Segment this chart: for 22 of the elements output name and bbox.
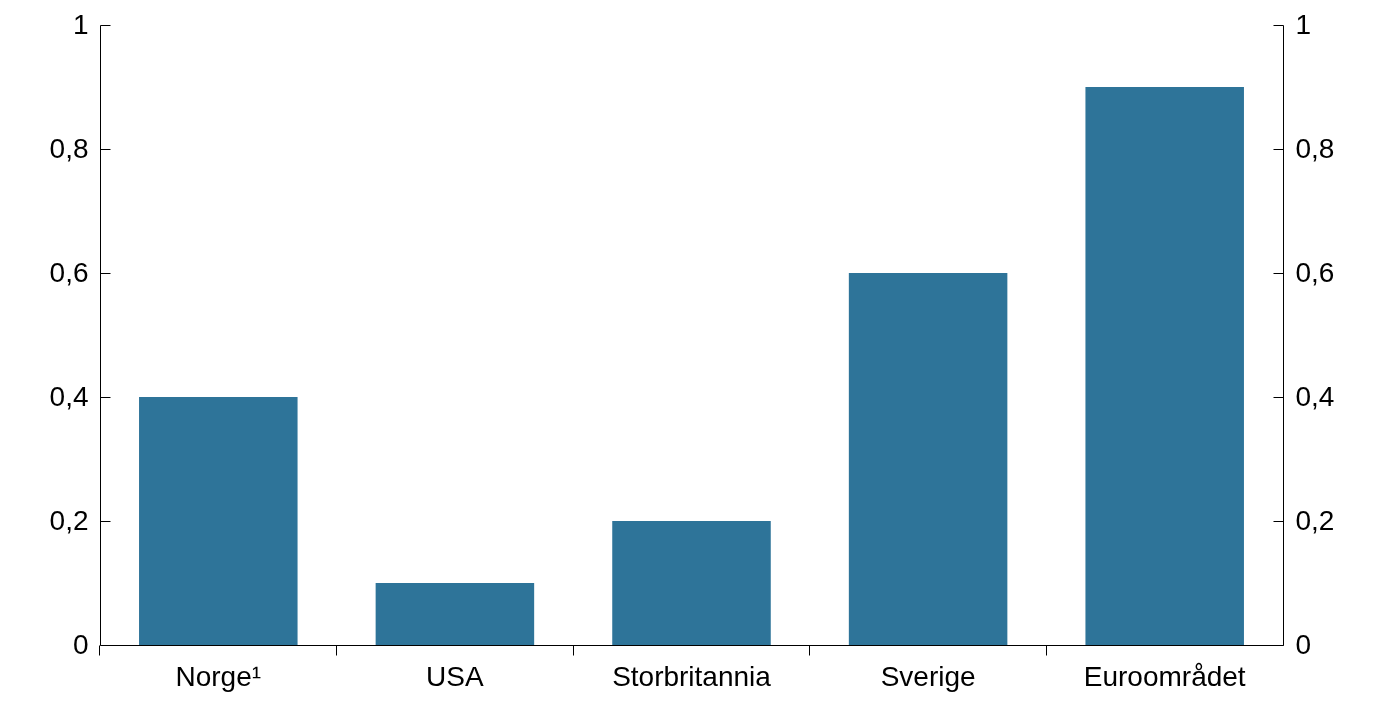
x-tick-label: Norge¹	[175, 660, 262, 692]
y-tick-label: 1	[72, 8, 89, 40]
y-tick-label: 0,6	[49, 256, 89, 288]
x-tick-label: USA	[426, 660, 485, 692]
bar	[139, 397, 298, 645]
x-tick-label: Euroområdet	[1083, 660, 1246, 692]
y-tick-label: 0,4	[49, 380, 89, 412]
y-tick-label: 0,2	[49, 504, 89, 536]
bar	[1085, 87, 1244, 645]
y2-tick-label: 0,8	[1295, 132, 1335, 164]
bar	[848, 273, 1008, 645]
y-tick-label: 0	[72, 628, 89, 660]
bar	[375, 583, 535, 645]
y2-tick-label: 0,4	[1295, 380, 1335, 412]
bar	[612, 521, 771, 645]
x-tick-label: Storbritannia	[612, 660, 772, 692]
y2-tick-label: 0,6	[1295, 256, 1335, 288]
y2-tick-label: 0,2	[1295, 504, 1335, 536]
x-tick-label: Sverige	[880, 660, 976, 692]
y2-tick-label: 0	[1295, 628, 1312, 660]
y-tick-label: 0,8	[49, 132, 89, 164]
y2-tick-label: 1	[1295, 8, 1312, 40]
